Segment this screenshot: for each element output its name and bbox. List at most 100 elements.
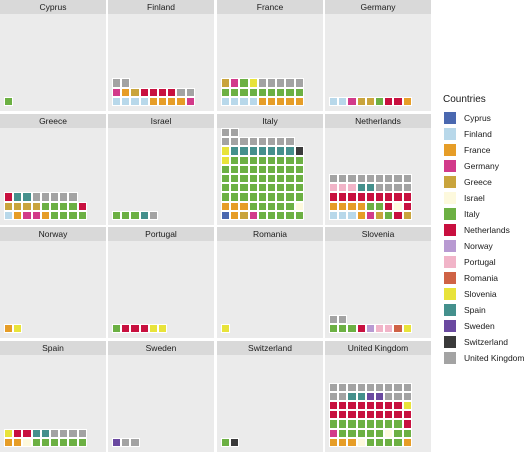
legend-label: United Kingdom: [464, 353, 525, 363]
waffle-cell-italy: [248, 87, 258, 97]
waffle-cell-netherlands: [402, 192, 412, 202]
waffle-cell-france: [276, 96, 286, 106]
facet-panel-cyprus: Cyprus: [0, 0, 106, 111]
waffle-cell-netherlands: [347, 192, 357, 202]
waffle-cell-spain: [276, 146, 286, 156]
waffle-cell-finland: [4, 210, 14, 220]
waffle-cell-netherlands: [393, 410, 403, 420]
waffle-cell-italy: [375, 201, 385, 211]
waffle-cell-italy: [384, 437, 394, 447]
waffle-cell-united-kingdom: [68, 428, 78, 438]
waffle-cell-italy: [257, 155, 267, 165]
waffle-cell-netherlands: [158, 87, 168, 97]
facet-panel-germany: Germany: [325, 0, 431, 111]
waffle-cell-france: [13, 437, 23, 447]
waffle-cell-united-kingdom: [267, 78, 277, 88]
waffle-cell-portugal: [338, 183, 348, 193]
waffle-cell-israel: [22, 437, 32, 447]
waffle-cell-united-kingdom: [176, 87, 186, 97]
waffle-cell-italy: [230, 192, 240, 202]
waffle-cell-slovenia: [221, 323, 231, 333]
waffle-cell-italy: [239, 87, 249, 97]
waffle-cell-italy: [276, 155, 286, 165]
waffle-cell-finland: [329, 96, 339, 106]
waffle-cell-netherlands: [384, 192, 394, 202]
legend-label: Portugal: [464, 257, 496, 267]
waffle-cell-italy: [230, 87, 240, 97]
legend-key-swatch: [443, 255, 457, 269]
waffle-cell-finland: [338, 210, 348, 220]
waffle-cell-slovenia: [402, 323, 412, 333]
facet-title: United Kingdom: [325, 341, 431, 355]
waffle-cell-netherlands: [338, 410, 348, 420]
waffle-cell-finland: [248, 96, 258, 106]
waffle-cell-italy: [239, 192, 249, 202]
waffle-cell-spain: [285, 146, 295, 156]
waffle-cell-germany: [329, 428, 339, 438]
legend: Countries Cyprus Finland France Germany Greec…: [443, 94, 524, 366]
facet-panel-united-kingdom: United Kingdom: [325, 341, 431, 452]
legend-item-united-kingdom: United Kingdom: [443, 350, 524, 366]
waffle-cell-spain: [356, 183, 366, 193]
waffle-cell-spain: [257, 146, 267, 156]
waffle-cell-finland: [338, 96, 348, 106]
waffle-cell-italy: [121, 210, 131, 220]
waffle-cell-greece: [13, 201, 23, 211]
waffle-cell-italy: [276, 183, 286, 193]
waffle-cell-italy: [257, 183, 267, 193]
waffle-cell-spain: [31, 428, 41, 438]
waffle-cell-united-kingdom: [402, 174, 412, 184]
waffle-cell-united-kingdom: [402, 391, 412, 401]
waffle-cell-united-kingdom: [59, 428, 69, 438]
waffle-cell-greece: [365, 96, 375, 106]
waffle-cell-united-kingdom: [50, 192, 60, 202]
waffle-cell-italy: [276, 164, 286, 174]
waffle-cell-italy: [77, 210, 87, 220]
waffle-cell-netherlands: [347, 410, 357, 420]
waffle-cell-italy: [285, 87, 295, 97]
waffle-cell-netherlands: [329, 410, 339, 420]
waffle-cell-italy: [365, 428, 375, 438]
waffle-cell-spain: [22, 192, 32, 202]
waffle-cell-france: [285, 96, 295, 106]
waffle-cell-netherlands: [393, 192, 403, 202]
waffle-cell-italy: [276, 192, 286, 202]
waffle-cell-italy: [294, 192, 304, 202]
waffle-cell-netherlands: [402, 201, 412, 211]
waffle-cell-united-kingdom: [365, 174, 375, 184]
waffle-cell-united-kingdom: [248, 137, 258, 147]
waffle-cell-united-kingdom: [375, 174, 385, 184]
waffle-cell-italy: [267, 155, 277, 165]
legend-key-swatch: [443, 111, 457, 125]
waffle-cell-united-kingdom: [148, 210, 158, 220]
legend-title: Countries: [443, 94, 486, 105]
facet-title: Slovenia: [325, 227, 431, 241]
waffle-cell-france: [356, 210, 366, 220]
facet-title: Switzerland: [217, 341, 323, 355]
waffle-cell-united-kingdom: [402, 183, 412, 193]
waffle-cell-united-kingdom: [375, 382, 385, 392]
waffle-cell-france: [329, 437, 339, 447]
waffle-cell-france: [338, 437, 348, 447]
waffle-cell-netherlands: [402, 419, 412, 429]
waffle-cell-netherlands: [148, 87, 158, 97]
waffle-cell-israel: [294, 201, 304, 211]
waffle-cell-italy: [285, 201, 295, 211]
waffle-cell-netherlands: [22, 428, 32, 438]
waffle-cell-cyprus: [221, 210, 231, 220]
waffle-cell-italy: [338, 419, 348, 429]
waffle-cell-italy: [239, 164, 249, 174]
waffle-cell-romania: [393, 323, 403, 333]
waffle-cell-italy: [221, 183, 231, 193]
waffle-cell-finland: [221, 96, 231, 106]
waffle-cell-slovenia: [4, 428, 14, 438]
waffle-cell-italy: [221, 174, 231, 184]
legend-label: Norway: [464, 241, 493, 251]
waffle-cell-italy: [50, 201, 60, 211]
waffle-cell-united-kingdom: [329, 174, 339, 184]
waffle-cell-united-kingdom: [185, 87, 195, 97]
waffle-cell-italy: [40, 437, 50, 447]
waffle-cell-spain: [139, 210, 149, 220]
waffle-cell-france: [148, 96, 158, 106]
legend-label: Switzerland: [464, 337, 508, 347]
